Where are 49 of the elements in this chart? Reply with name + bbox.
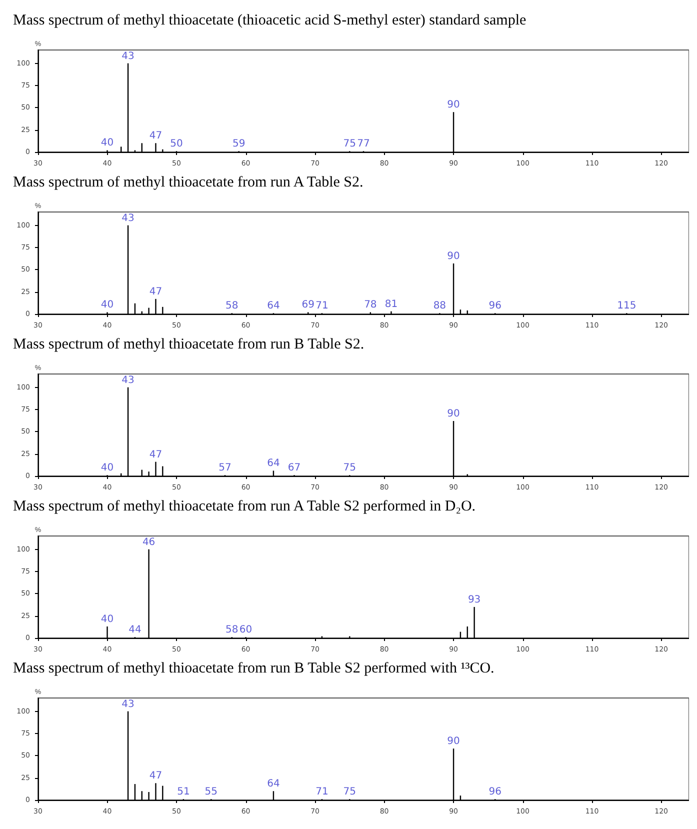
annotation: 64 <box>267 778 280 790</box>
annotation: 43 <box>122 50 134 62</box>
annotation: 78 <box>364 300 377 311</box>
annotation: 71 <box>316 786 328 798</box>
annotation: 43 <box>122 698 134 710</box>
annotation: 88 <box>433 300 446 312</box>
annotation: 43 <box>122 212 134 224</box>
annotation: 67 <box>288 462 301 474</box>
annotation: 55 <box>204 786 218 798</box>
annotation: 51 <box>177 786 190 798</box>
annotation: 69 <box>302 300 314 311</box>
annotation: 60 <box>239 624 252 636</box>
annotation: 59 <box>232 138 246 150</box>
annotation: 77 <box>357 138 370 150</box>
annotation: 47 <box>149 770 162 782</box>
annotation: 93 <box>468 594 481 606</box>
annotation: 47 <box>149 130 162 142</box>
annotation: 96 <box>488 300 502 312</box>
annotation: 90 <box>447 250 460 262</box>
chart-title: Mass spectrum of methyl thioacetate (thioacetic acid S-methyl ester) standard sample <box>13 12 526 28</box>
annotation: 40 <box>100 138 114 149</box>
annotation: 75 <box>343 786 356 798</box>
annotation: 44 <box>128 624 142 636</box>
annotation: 43 <box>122 374 134 386</box>
chart-title: Mass spectrum of methyl thioacetate from run B Table S2 performed with ¹³CO. <box>13 660 494 676</box>
annotation: 50 <box>170 138 183 150</box>
annotation: 64 <box>267 458 280 470</box>
chart-title: Mass spectrum of methyl thioacetate from run A Table S2 performed in D₂O. <box>13 498 476 514</box>
annotation: 40 <box>100 300 114 311</box>
annotation: 57 <box>218 462 232 474</box>
annotation: 115 <box>617 300 636 312</box>
annotation: 90 <box>447 408 460 420</box>
annotation: 46 <box>142 536 156 548</box>
chart-title: Mass spectrum of methyl thioacetate from run A Table S2. <box>13 174 364 190</box>
annotation: 64 <box>267 300 280 312</box>
annotation: 58 <box>226 300 238 312</box>
annotation: 47 <box>149 286 162 298</box>
annotation: 58 <box>226 624 238 636</box>
annotation: 96 <box>488 786 502 798</box>
annotation: 81 <box>384 298 398 310</box>
annotation: 40 <box>100 614 114 625</box>
chart-title: Mass spectrum of methyl thioacetate from run B Table S2. <box>13 336 364 352</box>
annotation: 75 <box>343 462 356 474</box>
annotation: 90 <box>447 736 460 748</box>
annotation: 40 <box>100 462 114 474</box>
annotation: 47 <box>149 449 162 460</box>
annotation: 71 <box>316 300 328 312</box>
annotation: 75 <box>343 138 356 150</box>
annotation: 90 <box>447 100 460 111</box>
